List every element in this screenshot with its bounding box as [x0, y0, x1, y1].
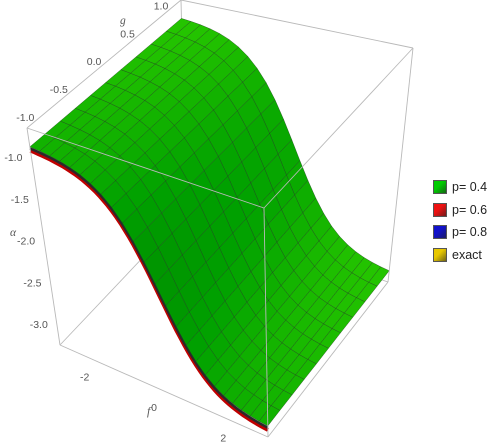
axis-ticks: -2 0 2 -1.0 -0.5 0.0 0.5 1.0 -1.0 -1.5 -2.0 -2.5 -3.… — [4, 1, 226, 443]
alpha-tick-label: -3.0 — [30, 319, 48, 331]
f-tick-label: 2 — [220, 433, 226, 443]
legend-swatch-p08 — [433, 225, 447, 240]
g-tick-label: 1.0 — [154, 1, 169, 13]
box-edge — [263, 47, 414, 209]
box-edge — [26, 127, 61, 346]
g-tick-label: -0.5 — [50, 84, 68, 96]
g-tick-label: 0.0 — [87, 56, 102, 68]
box-edge — [263, 207, 269, 438]
surface-plot: -2 0 2 -1.0 -0.5 0.0 0.5 1.0 -1.0 -1.5 -2.0 -2.5 -3.… — [4, 0, 414, 443]
f-axis-label: f — [147, 406, 152, 418]
legend-item: p= 0.8 — [433, 221, 487, 244]
legend-swatch-p04 — [433, 180, 447, 195]
legend-item: exact — [433, 244, 487, 267]
box-edge — [387, 47, 414, 283]
box-edge — [59, 344, 269, 438]
alpha-tick-label: -1.0 — [4, 152, 22, 164]
legend-item: p= 0.4 — [433, 176, 487, 199]
solution-surface — [29, 18, 390, 432]
box-edge — [180, 0, 414, 49]
legend-label-exact: exact — [452, 247, 482, 262]
legend: p= 0.4 p= 0.6 p= 0.8 exact — [433, 176, 487, 266]
f-tick-label: 0 — [151, 402, 157, 414]
alpha-axis-label: α — [10, 227, 17, 239]
alpha-tick-label: -2.5 — [23, 277, 41, 289]
legend-label-p04: p= 0.4 — [452, 180, 488, 195]
g-tick-label: 0.5 — [120, 28, 135, 40]
f-tick-label: -2 — [80, 371, 89, 383]
box-edge — [267, 281, 389, 438]
legend-item: p= 0.6 — [433, 199, 487, 222]
g-axis-label: g — [120, 15, 126, 27]
box-edge — [26, 127, 265, 209]
legend-label-p06: p= 0.6 — [452, 202, 488, 217]
box-edge — [26, 0, 182, 129]
legend-swatch-exact — [433, 247, 447, 262]
g-tick-label: -1.0 — [16, 112, 34, 124]
legend-swatch-p06 — [433, 202, 447, 217]
bounding-box-front — [26, 0, 414, 438]
surface-edge-dark — [29, 147, 269, 429]
legend-label-p08: p= 0.8 — [452, 225, 488, 240]
alpha-tick-label: -2.0 — [17, 236, 35, 248]
alpha-tick-label: -1.5 — [11, 194, 29, 206]
